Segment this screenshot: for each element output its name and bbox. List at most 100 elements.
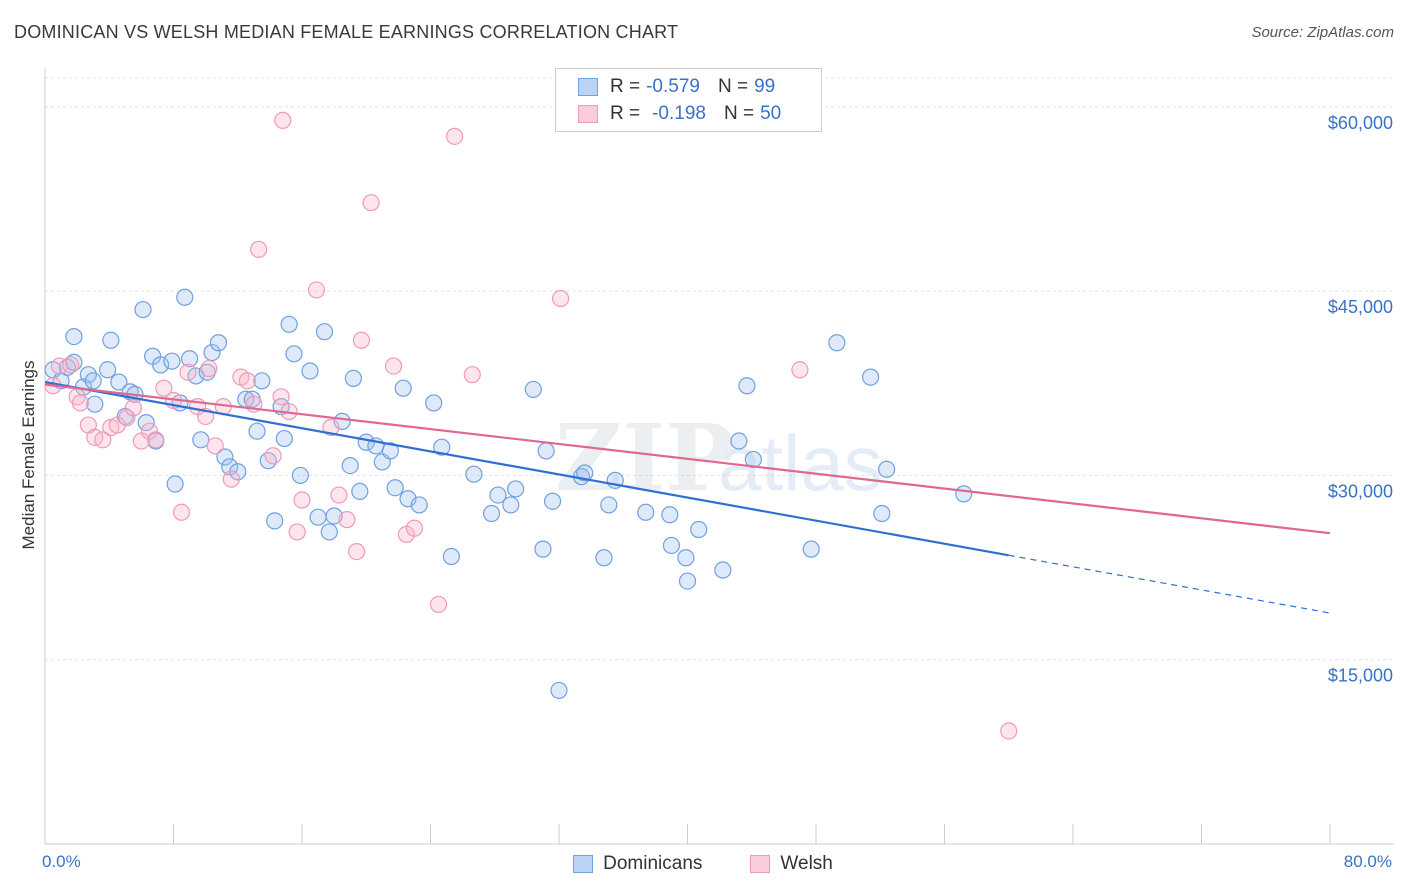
data-point-dominicans: [99, 361, 117, 379]
data-point-dominicans: [595, 549, 613, 567]
data-point-dominicans: [955, 485, 973, 503]
trend-line-extension-dominicans: [1008, 554, 1331, 614]
legend-r-label: R =: [610, 76, 641, 97]
data-point-dominicans: [410, 496, 428, 514]
legend-n-value: 50: [760, 103, 782, 124]
data-point-dominicans: [275, 429, 293, 448]
data-point-dominicans: [187, 367, 205, 385]
data-point-welsh: [322, 418, 340, 437]
data-point-dominicans: [216, 448, 234, 466]
data-point-dominicans: [442, 547, 460, 566]
data-point-dominicans: [291, 466, 309, 485]
series-legend: Dominicans Welsh: [0, 852, 1406, 876]
data-point-dominicans: [738, 377, 756, 395]
y-axis-label: Median Female Earnings: [19, 361, 38, 550]
source-credit: Source: ZipAtlas.com: [1251, 24, 1394, 41]
data-point-dominicans: [320, 523, 338, 541]
data-point-dominicans: [502, 496, 520, 514]
data-point-dominicans: [507, 480, 525, 498]
data-point-dominicans: [550, 681, 568, 700]
data-point-dominicans: [802, 540, 820, 558]
y-tick-label: $60,000: [1328, 113, 1393, 133]
trend-lines: [44, 380, 1331, 614]
x-tick-label-max: 80.0%: [1343, 852, 1392, 871]
legend-r-value: -0.198: [652, 103, 706, 124]
data-point-dominicans: [309, 508, 327, 526]
data-point-dominicans: [266, 512, 284, 530]
data-point-dominicans: [86, 395, 104, 413]
data-point-dominicans: [253, 372, 271, 390]
data-point-welsh: [405, 519, 424, 537]
data-point-dominicans: [192, 431, 210, 449]
data-point-dominicans: [248, 422, 266, 440]
trend-line-welsh: [44, 383, 1331, 535]
data-point-welsh: [172, 503, 191, 521]
watermark-zip: ZIP: [555, 404, 734, 512]
data-point-dominicans: [152, 356, 170, 374]
chart-title: DOMINICAN VS WELSH MEDIAN FEMALE EARNING…: [14, 22, 679, 42]
data-point-welsh: [62, 356, 80, 374]
data-point-dominicans: [489, 486, 507, 504]
legend-n-label: N =: [723, 103, 755, 124]
data-point-welsh: [348, 542, 366, 561]
data-point-dominicans: [862, 368, 880, 386]
data-point-dominicans: [102, 331, 120, 349]
y-tick-label: $45,000: [1328, 297, 1393, 317]
data-point-dominicans: [134, 300, 152, 319]
data-point-welsh: [552, 289, 570, 308]
data-point-dominicans: [537, 442, 555, 460]
data-point-dominicans: [690, 520, 708, 539]
data-point-dominicans: [315, 323, 334, 341]
data-point-dominicans: [524, 380, 542, 399]
data-point-welsh: [429, 595, 448, 614]
legend-item-welsh: Welsh: [750, 853, 833, 875]
data-point-dominicans: [163, 352, 181, 370]
data-point-dominicans: [576, 464, 594, 482]
data-point-welsh: [118, 409, 136, 427]
data-point-welsh: [250, 240, 268, 258]
data-point-dominicans: [325, 507, 343, 525]
data-point-welsh: [445, 127, 464, 145]
data-point-welsh: [238, 372, 256, 390]
data-point-welsh: [1000, 722, 1018, 740]
data-point-dominicans: [878, 460, 896, 478]
data-point-welsh: [206, 437, 224, 455]
y-tick-label: $30,000: [1328, 481, 1393, 501]
data-point-dominicans: [714, 561, 732, 579]
data-point-dominicans: [394, 379, 412, 397]
data-point-dominicans: [661, 506, 679, 524]
data-point-dominicans: [730, 432, 748, 450]
data-point-dominicans: [341, 457, 359, 475]
data-point-dominicans: [386, 479, 404, 497]
data-point-dominicans: [176, 288, 194, 306]
legend-r-value: -0.579: [646, 76, 700, 97]
legend-r-label: R =: [610, 103, 641, 124]
data-point-welsh: [147, 431, 165, 449]
data-point-welsh: [288, 523, 306, 541]
legend-swatch-welsh: [578, 105, 598, 123]
data-point-welsh: [94, 431, 112, 449]
data-point-dominicans: [280, 315, 298, 333]
data-point-dominicans: [110, 373, 128, 391]
data-point-dominicans: [534, 540, 552, 558]
data-point-welsh: [222, 470, 240, 488]
data-point-welsh: [307, 281, 326, 299]
data-point-dominicans: [285, 345, 303, 363]
data-point-dominicans: [221, 458, 239, 476]
data-point-welsh: [155, 379, 173, 397]
data-point-welsh: [384, 357, 403, 375]
data-point-dominicans: [259, 452, 277, 470]
data-point-dominicans: [351, 482, 369, 500]
data-point-dominicans: [65, 328, 83, 346]
data-point-dominicans: [180, 350, 199, 368]
axes: [44, 68, 1394, 845]
legend-swatch-dominicans: [573, 855, 594, 873]
data-point-dominicans: [600, 496, 618, 514]
trend-line-dominicans: [44, 380, 1009, 557]
legend-item-dominicans: Dominicans: [573, 853, 702, 875]
legend-row-dominicans: R = -0.579 N = 99: [578, 75, 775, 99]
stats-legend: R = -0.579 N = 99 R = -0.198 N = 50: [555, 68, 822, 132]
watermark: ZIP atlas: [555, 404, 883, 512]
data-point-dominicans: [381, 442, 399, 460]
